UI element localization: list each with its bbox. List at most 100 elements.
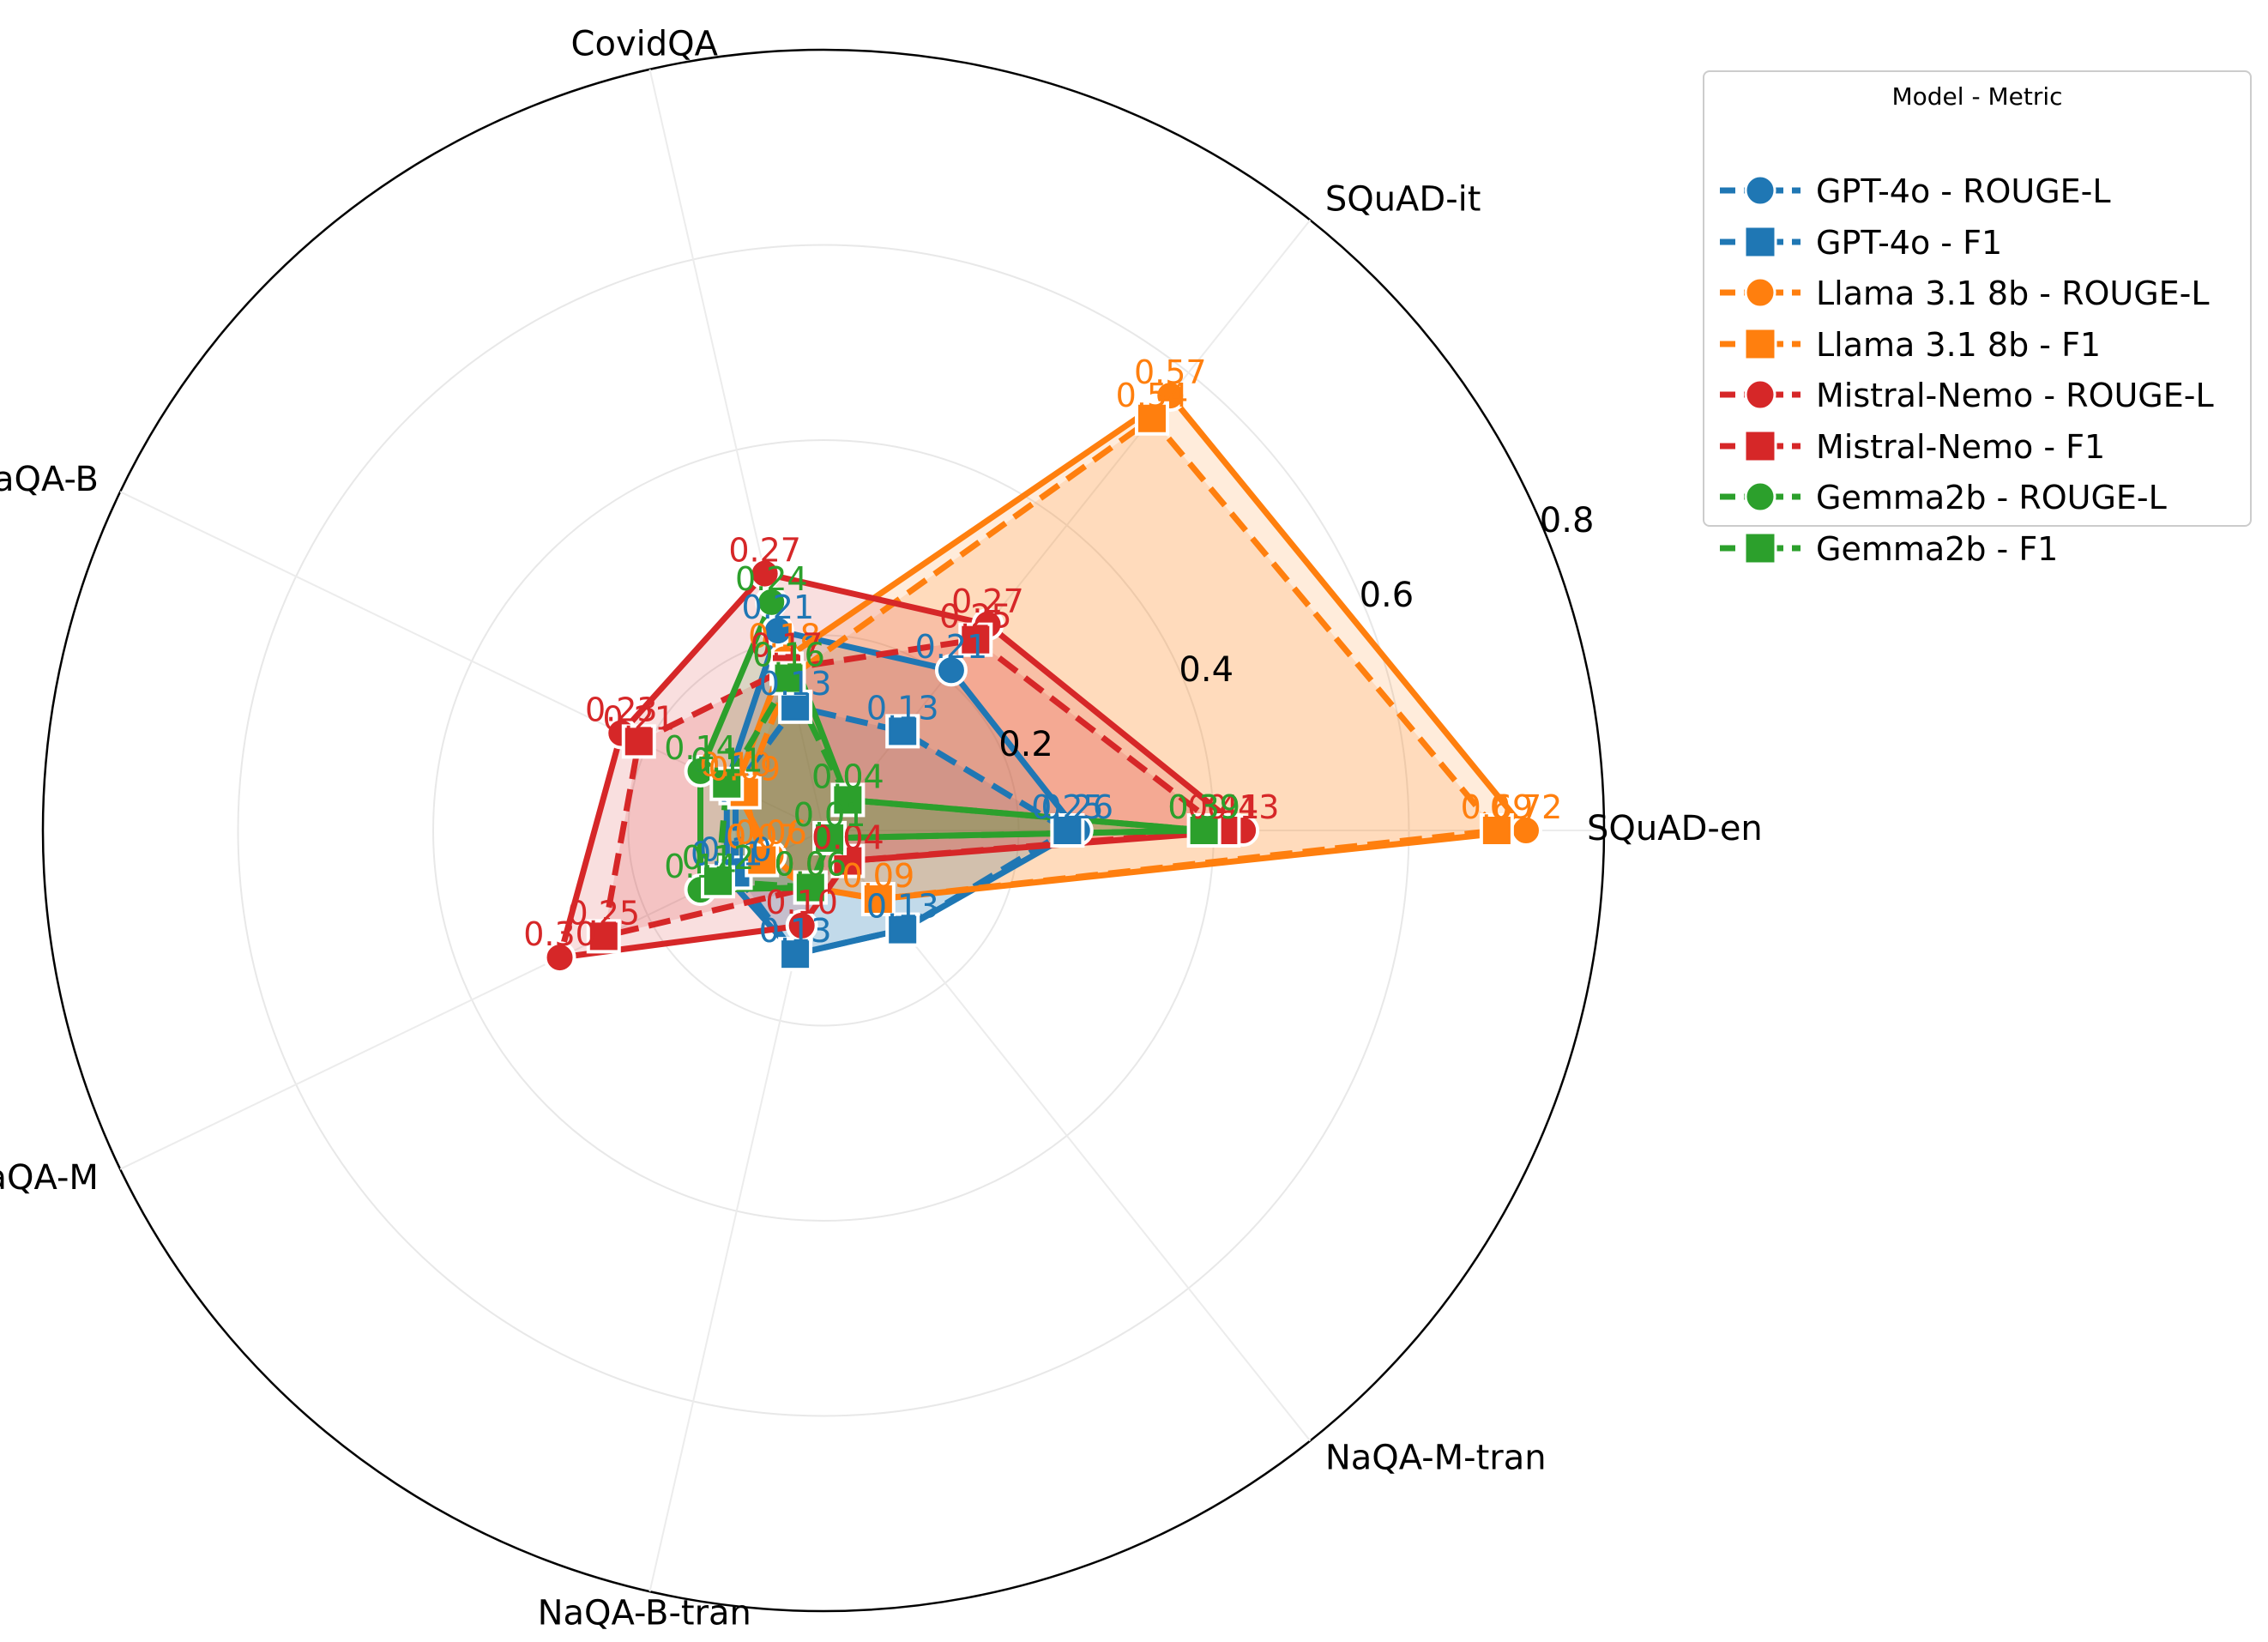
radial-tick-label: 0.6 <box>1360 576 1414 615</box>
data-label: 0.06 <box>734 814 807 852</box>
category-label: NaQA-B-tran <box>538 1593 751 1633</box>
data-label: 0.57 <box>1134 353 1207 391</box>
series-line <box>733 703 1071 957</box>
category-label: SQuAD-it <box>1325 180 1481 220</box>
data-label: 0.01 <box>793 796 866 834</box>
category-label: NaQA-M <box>0 1158 99 1198</box>
series-markers <box>543 379 1542 975</box>
legend-label: Mistral-Nemo - ROUGE-L <box>1816 377 2214 414</box>
data-label: 0.11 <box>691 835 763 872</box>
category-label: SQuAD-en <box>1587 809 1763 848</box>
legend-label: Gemma2b - F1 <box>1816 529 2059 568</box>
data-point <box>755 585 788 619</box>
data-label: 0.26 <box>1041 788 1113 826</box>
data-point <box>771 661 806 696</box>
data-label: 0.69 <box>1461 788 1534 826</box>
data-point <box>830 843 866 878</box>
data-label: 0.06 <box>775 846 847 884</box>
data-label: 0.10 <box>699 746 772 784</box>
data-label: 0.07 <box>726 818 799 856</box>
data-label: 0.25 <box>939 598 1012 636</box>
series-fill <box>700 601 1204 890</box>
legend-item: Gemma2b - ROUGE-L <box>1704 475 2250 518</box>
data-label: 0.06 <box>775 846 847 884</box>
data-label: 0.06 <box>775 846 847 884</box>
data-point <box>586 919 621 954</box>
data-label: 0.10 <box>699 746 772 784</box>
series-line <box>723 627 1081 957</box>
data-label: 0.09 <box>708 751 781 788</box>
data-label: 0.06 <box>775 846 847 884</box>
data-label: 0.21 <box>915 628 988 666</box>
data-point <box>860 882 896 917</box>
data-label: 0.13 <box>759 912 832 950</box>
data-point <box>709 766 745 801</box>
data-point <box>745 842 780 878</box>
radial-tick-label: 0.8 <box>1540 501 1595 540</box>
legend-label: Mistral-Nemo - F1 <box>1816 427 2106 466</box>
data-label: 0.16 <box>752 637 825 674</box>
data-label: 0.18 <box>748 617 821 655</box>
data-label: 0.12 <box>682 839 755 877</box>
data-label: 0.21 <box>602 699 675 737</box>
legend-item: Mistral-Nemo - F1 <box>1704 425 2250 468</box>
data-point <box>885 714 920 749</box>
series-fill <box>735 395 1526 900</box>
legend-label: Gemma2b - ROUGE-L <box>1816 479 2167 516</box>
data-label: 0.43 <box>1207 788 1280 826</box>
legend-label: GPT-4o - ROUGE-L <box>1816 172 2111 210</box>
legend-item: GPT-4o - ROUGE-L <box>1704 169 2250 212</box>
legend-swatch <box>1720 531 1801 564</box>
data-label: 0.72 <box>1490 788 1563 826</box>
data-point <box>778 937 813 972</box>
data-point <box>812 820 847 855</box>
data-point <box>1186 813 1221 848</box>
legend: Model - Metric GPT-4o - ROUGE-L GPT-4o - … <box>1703 70 2252 568</box>
category-label: CovidQA <box>571 25 719 64</box>
data-label: 0.14 <box>664 729 737 767</box>
data-label: 0.13 <box>759 912 832 950</box>
data-point <box>1479 813 1514 848</box>
legend-label: GPT-4o - F1 <box>1816 223 2003 262</box>
data-point <box>793 870 828 905</box>
data-label: 0.04 <box>811 819 884 857</box>
data-label: 0.16 <box>752 637 825 674</box>
data-label: 0.24 <box>735 560 808 598</box>
data-label: 0.30 <box>523 915 596 953</box>
legend-title: Model - Metric <box>1891 82 2063 111</box>
data-label: 0.11 <box>691 742 763 780</box>
data-label: 0.01 <box>793 796 866 834</box>
data-label: 0.14 <box>664 848 737 885</box>
legend-swatch <box>1720 276 1801 309</box>
data-label: 0.54 <box>1116 377 1189 414</box>
data-label: 0.06 <box>775 846 847 884</box>
legend-swatch <box>1720 225 1801 258</box>
data-point <box>958 622 993 657</box>
data-label: 0.04 <box>811 758 884 795</box>
data-point <box>785 909 818 942</box>
data-label: 0.09 <box>842 857 915 895</box>
data-label: 0.10 <box>699 830 772 868</box>
radial-tick-labels: 0.2 0.4 0.6 0.8 <box>998 501 1594 764</box>
legend-swatch <box>1720 378 1801 411</box>
data-point <box>1050 813 1085 848</box>
data-point <box>934 654 968 687</box>
legend-swatch <box>1720 327 1801 360</box>
point-labels: 0.26 0.21 0.21 0.11 0.11 0.13 0.13 0.25 0.13 0.13… <box>523 353 1562 953</box>
data-label: 0.23 <box>585 691 658 728</box>
legend-swatch <box>1720 429 1801 462</box>
data-label: 0.39 <box>1167 788 1240 826</box>
data-label: 0.13 <box>866 689 939 727</box>
legend-label: Llama 3.1 8b - ROUGE-L <box>1816 275 2210 312</box>
data-label: 0.04 <box>811 819 884 857</box>
data-label: 0.17 <box>751 626 823 664</box>
legend-item: Llama 3.1 8b - ROUGE-L <box>1704 271 2250 314</box>
data-point <box>1134 401 1169 436</box>
data-label: 0.25 <box>567 894 640 932</box>
data-label: 0.39 <box>1167 788 1240 826</box>
legend-item: GPT-4o - F1 <box>1704 220 2250 263</box>
radial-tick-label: 0.2 <box>998 725 1053 764</box>
data-label: 0.21 <box>742 589 815 626</box>
legend-label: Llama 3.1 8b - F1 <box>1816 325 2102 364</box>
category-label: NaQA-B <box>0 460 99 499</box>
